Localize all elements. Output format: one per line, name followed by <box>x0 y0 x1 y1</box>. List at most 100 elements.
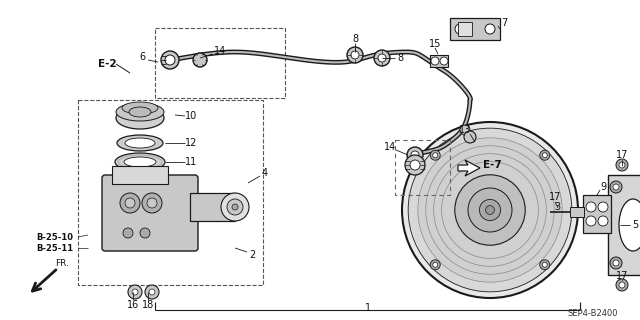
Circle shape <box>128 285 142 299</box>
Text: 10: 10 <box>185 111 197 121</box>
Bar <box>608 175 640 275</box>
Text: 7: 7 <box>501 18 507 28</box>
Circle shape <box>455 24 465 34</box>
Text: 14: 14 <box>214 46 226 56</box>
Circle shape <box>440 57 448 65</box>
Circle shape <box>232 204 238 210</box>
Circle shape <box>418 138 562 282</box>
Circle shape <box>540 150 550 160</box>
Circle shape <box>586 216 596 226</box>
Circle shape <box>426 146 554 274</box>
Text: 17: 17 <box>616 150 628 160</box>
Circle shape <box>485 24 495 34</box>
Circle shape <box>351 51 359 59</box>
Circle shape <box>468 188 512 232</box>
Circle shape <box>193 53 207 67</box>
Circle shape <box>145 285 159 299</box>
Ellipse shape <box>619 199 640 251</box>
Bar <box>458 22 472 36</box>
Text: 18: 18 <box>142 300 154 310</box>
Circle shape <box>430 260 440 270</box>
Circle shape <box>460 125 470 135</box>
Circle shape <box>147 198 157 208</box>
Circle shape <box>227 199 243 215</box>
Text: B-25-10: B-25-10 <box>36 233 74 242</box>
Circle shape <box>132 289 138 295</box>
Circle shape <box>486 206 495 214</box>
Circle shape <box>540 260 550 270</box>
Bar <box>78 100 263 285</box>
Text: 16: 16 <box>127 300 139 310</box>
Circle shape <box>455 175 525 245</box>
Circle shape <box>140 228 150 238</box>
Text: 3: 3 <box>554 202 560 212</box>
Text: E-7: E-7 <box>483 160 501 170</box>
Circle shape <box>598 202 608 212</box>
Text: 12: 12 <box>185 138 197 148</box>
Circle shape <box>374 50 390 66</box>
Bar <box>430 55 448 67</box>
Circle shape <box>411 151 419 159</box>
Text: E-2: E-2 <box>98 59 116 69</box>
Circle shape <box>433 262 438 267</box>
Text: 4: 4 <box>262 168 268 178</box>
Circle shape <box>613 184 619 190</box>
Circle shape <box>408 128 572 292</box>
Circle shape <box>149 289 155 295</box>
Circle shape <box>434 154 547 266</box>
Text: 2: 2 <box>249 250 255 260</box>
Circle shape <box>410 160 420 170</box>
Text: 15: 15 <box>429 39 441 49</box>
Bar <box>155 28 285 98</box>
Ellipse shape <box>124 157 156 167</box>
Circle shape <box>616 279 628 291</box>
Ellipse shape <box>129 107 151 117</box>
Circle shape <box>619 282 625 288</box>
Circle shape <box>221 193 249 221</box>
Text: 14: 14 <box>384 142 396 152</box>
Bar <box>190 193 235 221</box>
Circle shape <box>586 202 596 212</box>
Circle shape <box>142 193 162 213</box>
Text: SEP4-B2400: SEP4-B2400 <box>568 308 618 317</box>
Circle shape <box>613 260 619 266</box>
Circle shape <box>430 150 440 160</box>
Ellipse shape <box>125 138 155 148</box>
Text: 17: 17 <box>549 192 561 202</box>
Circle shape <box>347 47 363 63</box>
Bar <box>570 207 584 217</box>
Text: FR.: FR. <box>55 259 69 268</box>
Bar <box>395 140 450 195</box>
Polygon shape <box>458 160 480 176</box>
Circle shape <box>542 153 547 158</box>
Bar <box>583 195 611 233</box>
Circle shape <box>433 153 438 158</box>
Circle shape <box>616 159 628 171</box>
Circle shape <box>431 57 439 65</box>
Text: 9: 9 <box>600 182 606 192</box>
Circle shape <box>123 228 133 238</box>
Text: 8: 8 <box>352 34 358 44</box>
Ellipse shape <box>115 153 165 171</box>
Text: 5: 5 <box>632 220 638 230</box>
Text: 11: 11 <box>185 157 197 167</box>
Circle shape <box>402 122 578 298</box>
Ellipse shape <box>116 107 164 129</box>
Bar <box>112 166 168 184</box>
Circle shape <box>120 193 140 213</box>
FancyBboxPatch shape <box>102 175 198 251</box>
Circle shape <box>407 147 423 163</box>
Circle shape <box>542 262 547 267</box>
Circle shape <box>378 54 386 62</box>
Circle shape <box>479 199 500 220</box>
Bar <box>450 18 500 40</box>
Text: 8: 8 <box>397 53 403 63</box>
Circle shape <box>165 55 175 65</box>
Circle shape <box>610 257 622 269</box>
Ellipse shape <box>117 135 163 151</box>
Text: 17: 17 <box>616 271 628 281</box>
Circle shape <box>619 162 625 168</box>
Text: 13: 13 <box>459 125 471 135</box>
Circle shape <box>161 51 179 69</box>
Circle shape <box>405 155 425 175</box>
